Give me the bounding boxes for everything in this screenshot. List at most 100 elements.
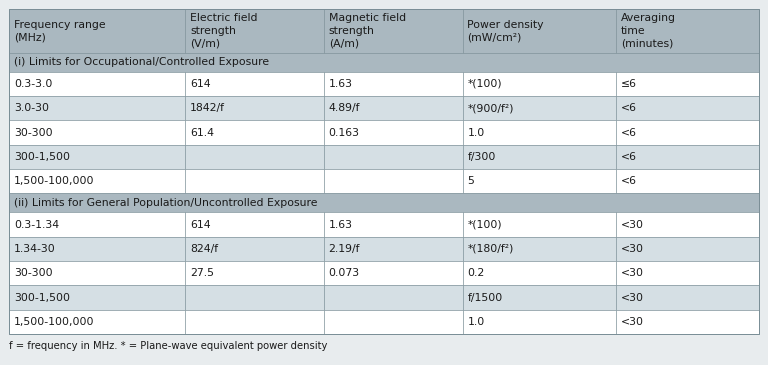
- Bar: [324, 212, 462, 237]
- Text: 30-300: 30-300: [14, 127, 52, 138]
- Bar: [462, 237, 617, 261]
- Bar: [185, 261, 324, 285]
- Bar: [324, 285, 462, 310]
- Bar: [617, 145, 759, 169]
- Bar: [324, 237, 462, 261]
- Bar: [185, 212, 324, 237]
- Text: <30: <30: [621, 220, 644, 230]
- Bar: [324, 145, 462, 169]
- Bar: [462, 285, 617, 310]
- Bar: [185, 72, 324, 96]
- Text: 300-1,500: 300-1,500: [14, 292, 70, 303]
- Bar: [617, 9, 759, 53]
- Bar: [185, 310, 324, 334]
- Bar: [462, 169, 617, 193]
- Bar: [9, 169, 185, 193]
- Text: 0.163: 0.163: [329, 127, 359, 138]
- Text: 824/f: 824/f: [190, 244, 218, 254]
- Bar: [9, 212, 185, 237]
- Text: 4.89/f: 4.89/f: [329, 103, 360, 113]
- Bar: [462, 145, 617, 169]
- Text: <6: <6: [621, 127, 637, 138]
- Bar: [9, 237, 185, 261]
- Bar: [9, 261, 185, 285]
- Bar: [9, 120, 185, 145]
- Text: 0.3-1.34: 0.3-1.34: [14, 220, 59, 230]
- Bar: [617, 310, 759, 334]
- Bar: [185, 145, 324, 169]
- Bar: [324, 261, 462, 285]
- Text: f = frequency in MHz. * = Plane-wave equivalent power density: f = frequency in MHz. * = Plane-wave equ…: [9, 341, 328, 351]
- Text: *(100): *(100): [467, 220, 502, 230]
- Bar: [462, 72, 617, 96]
- Text: 27.5: 27.5: [190, 268, 214, 278]
- Text: 0.073: 0.073: [329, 268, 359, 278]
- Text: 30-300: 30-300: [14, 268, 52, 278]
- Bar: [9, 193, 759, 212]
- Text: 5: 5: [467, 176, 474, 186]
- Bar: [462, 310, 617, 334]
- Text: 0.2: 0.2: [467, 268, 485, 278]
- Text: f/300: f/300: [467, 152, 495, 162]
- Text: 0.3-3.0: 0.3-3.0: [14, 79, 52, 89]
- Bar: [617, 72, 759, 96]
- Text: <30: <30: [621, 317, 644, 327]
- Text: 300-1,500: 300-1,500: [14, 152, 70, 162]
- Text: 614: 614: [190, 220, 210, 230]
- Bar: [9, 9, 759, 334]
- Text: <30: <30: [621, 244, 644, 254]
- Text: *(100): *(100): [467, 79, 502, 89]
- Text: <30: <30: [621, 268, 644, 278]
- Text: Magnetic field
strength
(A/m): Magnetic field strength (A/m): [329, 14, 406, 48]
- Bar: [185, 285, 324, 310]
- Text: *(180/f²): *(180/f²): [467, 244, 514, 254]
- Text: 61.4: 61.4: [190, 127, 214, 138]
- Text: Frequency range
(MHz): Frequency range (MHz): [14, 20, 105, 42]
- Bar: [9, 285, 185, 310]
- Bar: [617, 120, 759, 145]
- Text: 1.0: 1.0: [467, 127, 485, 138]
- Bar: [324, 9, 462, 53]
- Bar: [617, 169, 759, 193]
- Bar: [185, 9, 324, 53]
- Text: <30: <30: [621, 292, 644, 303]
- Text: 1.63: 1.63: [329, 220, 353, 230]
- Bar: [324, 120, 462, 145]
- Bar: [462, 212, 617, 237]
- Text: 1.63: 1.63: [329, 79, 353, 89]
- Text: 614: 614: [190, 79, 210, 89]
- Bar: [617, 96, 759, 120]
- Bar: [185, 96, 324, 120]
- Text: 3.0-30: 3.0-30: [14, 103, 49, 113]
- Text: <6: <6: [621, 103, 637, 113]
- Text: (i) Limits for Occupational/Controlled Exposure: (i) Limits for Occupational/Controlled E…: [14, 57, 269, 67]
- Bar: [185, 120, 324, 145]
- Bar: [9, 53, 759, 72]
- Text: 1,500-100,000: 1,500-100,000: [14, 317, 94, 327]
- Text: *(900/f²): *(900/f²): [467, 103, 514, 113]
- Text: 2.19/f: 2.19/f: [329, 244, 360, 254]
- Text: Electric field
strength
(V/m): Electric field strength (V/m): [190, 14, 257, 48]
- Bar: [324, 169, 462, 193]
- Text: (ii) Limits for General Population/Uncontrolled Exposure: (ii) Limits for General Population/Uncon…: [14, 198, 317, 208]
- Bar: [185, 169, 324, 193]
- Bar: [9, 72, 185, 96]
- Bar: [462, 96, 617, 120]
- Text: ≤6: ≤6: [621, 79, 637, 89]
- Bar: [462, 261, 617, 285]
- Text: 1.0: 1.0: [467, 317, 485, 327]
- Bar: [9, 310, 185, 334]
- Bar: [462, 9, 617, 53]
- Text: 1842/f: 1842/f: [190, 103, 225, 113]
- Bar: [617, 212, 759, 237]
- Text: Averaging
time
(minutes): Averaging time (minutes): [621, 14, 676, 48]
- Bar: [617, 237, 759, 261]
- Bar: [9, 145, 185, 169]
- Bar: [9, 9, 185, 53]
- Bar: [9, 96, 185, 120]
- Text: f/1500: f/1500: [467, 292, 502, 303]
- Bar: [185, 237, 324, 261]
- Text: <6: <6: [621, 176, 637, 186]
- Bar: [462, 120, 617, 145]
- Text: <6: <6: [621, 152, 637, 162]
